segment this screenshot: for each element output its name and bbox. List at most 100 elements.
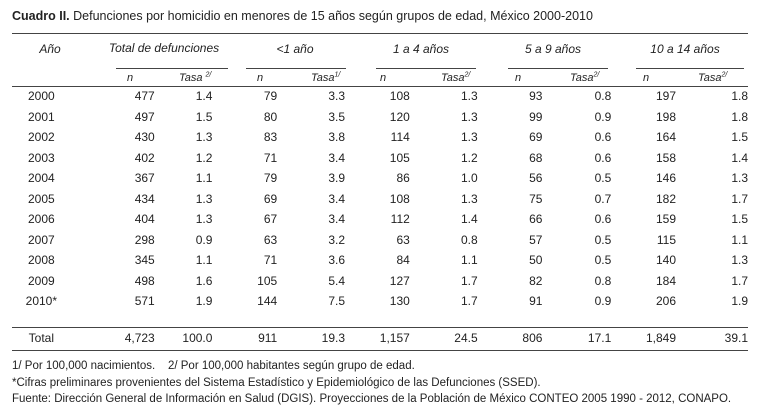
value-cell: 198 — [656, 109, 677, 124]
value-cell: 3.6 — [328, 253, 346, 268]
total-cell: 24.5 — [454, 331, 478, 346]
table-bottom-rule — [12, 350, 748, 351]
value-cell: 1.3 — [195, 191, 213, 206]
group-underline-5to9 — [508, 68, 608, 69]
table-row: 2006 404 1.3 67 3.4 112 1.4 66 0.6 159 1.5 — [12, 209, 748, 230]
value-cell: 1.4 — [195, 89, 213, 104]
value-cell: 0.9 — [594, 109, 612, 124]
total-cell: 19.3 — [321, 331, 346, 346]
value-cell: 0.5 — [594, 232, 612, 247]
value-cell: 497 — [134, 109, 155, 124]
value-cell: 91 — [529, 294, 543, 309]
year-cell: 2007 — [28, 232, 55, 247]
value-cell: 80 — [263, 109, 278, 124]
value-cell: 1.3 — [460, 89, 478, 104]
value-cell: 1.4 — [731, 150, 748, 165]
value-cell: 3.9 — [328, 171, 346, 186]
value-cell: 0.6 — [594, 212, 612, 227]
subheader-rate: Tasa1/ — [311, 71, 341, 84]
value-cell: 1.3 — [460, 130, 478, 145]
value-cell: 5.4 — [328, 273, 346, 288]
value-cell: 1.9 — [731, 294, 748, 309]
value-cell: 0.7 — [594, 191, 612, 206]
value-cell: 206 — [656, 294, 677, 309]
value-cell: 498 — [134, 273, 155, 288]
header-year: Año — [39, 42, 61, 56]
value-cell: 1.0 — [460, 171, 478, 186]
value-cell: 3.4 — [328, 212, 346, 227]
year-cell: 2000 — [28, 89, 55, 104]
value-cell: 1.2 — [460, 150, 478, 165]
group-underline-1to4 — [376, 68, 476, 69]
value-cell: 1.7 — [460, 273, 478, 288]
value-cell: 3.8 — [328, 130, 346, 145]
year-cell: 2006 — [28, 212, 55, 227]
value-cell: 0.5 — [594, 253, 612, 268]
header-group-under1: <1 año — [276, 42, 314, 56]
value-cell: 79 — [263, 171, 278, 186]
value-cell: 1.7 — [460, 294, 478, 309]
value-cell: 1.1 — [731, 232, 748, 247]
value-cell: 367 — [134, 171, 155, 186]
top-rule — [12, 33, 748, 34]
value-cell: 144 — [257, 294, 278, 309]
year-cell: 2009 — [28, 273, 55, 288]
value-cell: 0.5 — [594, 171, 612, 186]
value-cell: 1.3 — [460, 191, 478, 206]
value-cell: 99 — [529, 109, 543, 124]
value-cell: 1.5 — [195, 109, 213, 124]
value-cell: 69 — [529, 130, 543, 145]
value-cell: 1.1 — [195, 253, 213, 268]
value-cell: 66 — [529, 212, 543, 227]
value-cell: 1.6 — [195, 273, 213, 288]
value-cell: 120 — [389, 109, 410, 124]
subheader-n: n — [643, 72, 650, 84]
total-top-rule — [12, 327, 748, 328]
group-underline-10to14 — [636, 68, 744, 69]
table-row: 2010* 571 1.9 144 7.5 130 1.7 91 0.9 206 1.9 — [12, 291, 748, 312]
header-group-total: Total de defunciones — [108, 41, 220, 55]
total-cell: 4,723 — [124, 331, 155, 346]
value-cell: 83 — [263, 130, 278, 145]
table-title: Cuadro II. Defunciones por homicidio en … — [12, 9, 593, 23]
value-cell: 57 — [529, 232, 543, 247]
value-cell: 1.5 — [731, 130, 748, 145]
year-cell: 2005 — [28, 191, 55, 206]
value-cell: 108 — [389, 191, 410, 206]
year-cell: 2002 — [28, 130, 55, 145]
value-cell: 184 — [656, 273, 677, 288]
value-cell: 0.8 — [460, 232, 478, 247]
table-row: 2009 498 1.6 105 5.4 127 1.7 82 0.8 184 1.7 — [12, 271, 748, 292]
value-cell: 67 — [263, 212, 278, 227]
value-cell: 1.3 — [195, 212, 213, 227]
value-cell: 571 — [134, 294, 155, 309]
value-cell: 82 — [529, 273, 543, 288]
value-cell: 63 — [396, 232, 410, 247]
value-cell: 69 — [263, 191, 278, 206]
value-cell: 0.6 — [594, 150, 612, 165]
footnote-rates: 1/ Por 100,000 nacimientos. 2/ Por 100,0… — [12, 360, 415, 372]
value-cell: 3.4 — [328, 191, 346, 206]
value-cell: 84 — [396, 253, 410, 268]
total-cell: 17.1 — [587, 331, 612, 346]
total-cell: 100.0 — [182, 331, 213, 346]
total-row: Total 4,723 100.0 911 19.3 1,157 24.5 80… — [12, 328, 748, 349]
table-row: 2004 367 1.1 79 3.9 86 1.0 56 0.5 146 1.3 — [12, 168, 748, 189]
total-cell: 911 — [258, 331, 278, 346]
value-cell: 0.9 — [594, 294, 612, 309]
table-row: 2005 434 1.3 69 3.4 108 1.3 75 0.7 182 1.7 — [12, 189, 748, 210]
value-cell: 1.9 — [195, 294, 213, 309]
data-table: 2000 477 1.4 79 3.3 108 1.3 93 0.8 197 1.8 2001 497 1… — [12, 86, 748, 312]
value-cell: 105 — [257, 273, 278, 288]
table-row: 2007 298 0.9 63 3.2 63 0.8 57 0.5 115 1.1 — [12, 230, 748, 251]
value-cell: 158 — [656, 150, 677, 165]
footnote-preliminary: *Cifras preliminares provenientes del Si… — [12, 377, 541, 389]
value-cell: 0.6 — [594, 130, 612, 145]
value-cell: 1.7 — [731, 273, 748, 288]
value-cell: 1.8 — [731, 89, 748, 104]
group-underline-under1 — [246, 68, 346, 69]
value-cell: 79 — [263, 89, 278, 104]
value-cell: 75 — [529, 191, 543, 206]
total-cell: 806 — [522, 331, 543, 346]
